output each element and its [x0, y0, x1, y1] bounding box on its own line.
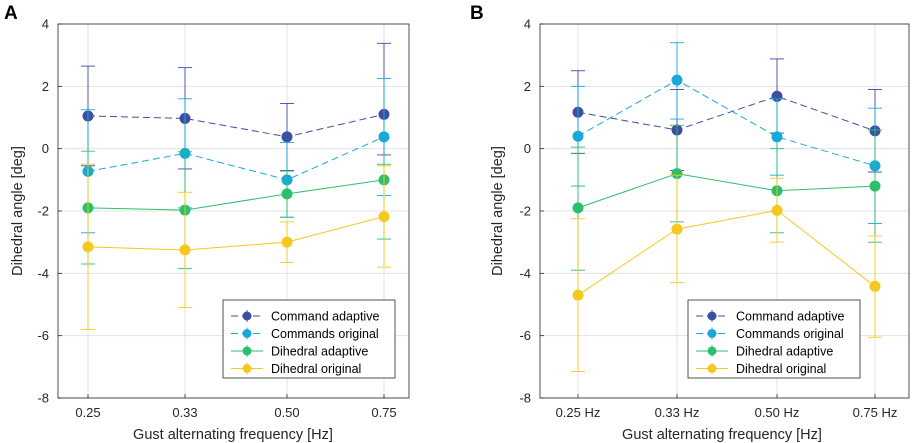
- legend-label: Dihedral original: [736, 362, 826, 376]
- data-point: [82, 241, 94, 253]
- data-point: [869, 180, 881, 192]
- y-tick-label: 0: [524, 141, 531, 156]
- panel-b: B -8 -6 -4 -2 0 2 4 0.25 Hz 0.33 Hz 0.50 Hz 0.75 …: [470, 3, 910, 443]
- series-line: [87, 113, 385, 138]
- y-tick-label: -6: [519, 328, 531, 343]
- legend-marker: [707, 311, 717, 321]
- y-tick-label: 2: [524, 79, 531, 94]
- x-tick-label: 0.50: [274, 405, 299, 420]
- y-tick-label: -2: [37, 204, 49, 219]
- y-tick-label: 4: [42, 17, 49, 32]
- series-line: [577, 79, 876, 167]
- legend-marker: [242, 364, 252, 373]
- data-point: [771, 131, 783, 143]
- data-point: [179, 244, 191, 256]
- data-point: [281, 131, 293, 143]
- y-tick-label: -2: [519, 204, 531, 219]
- x-axis-title-a: Gust alternating frequency [Hz]: [133, 427, 333, 443]
- y-tick-label: 0: [42, 141, 49, 156]
- data-point: [281, 188, 293, 200]
- y-tick-label: -4: [519, 266, 531, 281]
- y-axis-title-a: Dihedral angle [deg]: [10, 146, 26, 276]
- data-point: [671, 223, 683, 235]
- data-point: [572, 130, 584, 142]
- data-point: [572, 289, 584, 301]
- y-tick-label: 2: [42, 79, 49, 94]
- series-line: [577, 173, 876, 209]
- legend-marker: [242, 329, 252, 338]
- y-axis-title-b: Dihedral angle [deg]: [490, 146, 506, 276]
- legend-label: Dihedral original: [271, 362, 361, 376]
- series-line: [577, 209, 876, 296]
- legend-marker: [707, 364, 717, 373]
- x-axis-title-b: Gust alternating frequency [Hz]: [622, 427, 822, 443]
- data-point: [869, 280, 881, 292]
- series-dihedral-original: [571, 174, 882, 372]
- y-tick-label: 4: [524, 17, 531, 32]
- y-tick-label: -6: [37, 328, 49, 343]
- series-line: [87, 216, 385, 251]
- series-line: [577, 95, 876, 132]
- x-tick-label: 0.33 Hz: [655, 405, 700, 420]
- legend-marker: [242, 311, 252, 321]
- legend-label: Dihedral adaptive: [736, 345, 833, 359]
- legend-label: Command adaptive: [736, 310, 844, 324]
- series-line: [87, 136, 385, 181]
- legend-marker: [707, 346, 717, 356]
- y-tick-label: -8: [37, 391, 49, 406]
- data-point: [378, 131, 390, 143]
- y-tick-label: -4: [37, 266, 49, 281]
- data-point: [378, 211, 390, 223]
- y-tick-label: -8: [519, 391, 531, 406]
- legend-marker: [707, 329, 717, 338]
- panel-label-b: B: [470, 3, 484, 24]
- data-point: [771, 204, 783, 216]
- series-commands-original: [81, 78, 391, 234]
- x-tick-label: 0.25: [75, 405, 100, 420]
- x-tick-label: 0.75: [371, 405, 396, 420]
- panel-label-a: A: [4, 3, 18, 24]
- data-point: [671, 74, 683, 86]
- series-dihedral-original: [81, 163, 391, 330]
- legend-label: Command adaptive: [271, 310, 379, 324]
- legend-label: Commands original: [736, 327, 844, 341]
- legend-label: Commands original: [271, 327, 379, 341]
- legend-a: Command adaptive Commands original Dihedra…: [222, 299, 396, 379]
- x-tick-label: 0.50 Hz: [755, 405, 800, 420]
- series-line: [87, 179, 385, 211]
- x-tick-label: 0.75 Hz: [853, 405, 898, 420]
- x-tick-label: 0.33: [172, 405, 197, 420]
- legend-label: Dihedral adaptive: [271, 345, 368, 359]
- data-point: [572, 202, 584, 214]
- legend-marker: [242, 346, 252, 356]
- panel-a: A -8 -6 -4 -2 0 2 4 0.25 0.33 0.50 0.75 Gust alte…: [4, 3, 410, 443]
- legend-b: Command adaptive Commands original Dihedra…: [687, 299, 861, 379]
- x-tick-label: 0.25 Hz: [556, 405, 601, 420]
- data-point: [281, 236, 293, 248]
